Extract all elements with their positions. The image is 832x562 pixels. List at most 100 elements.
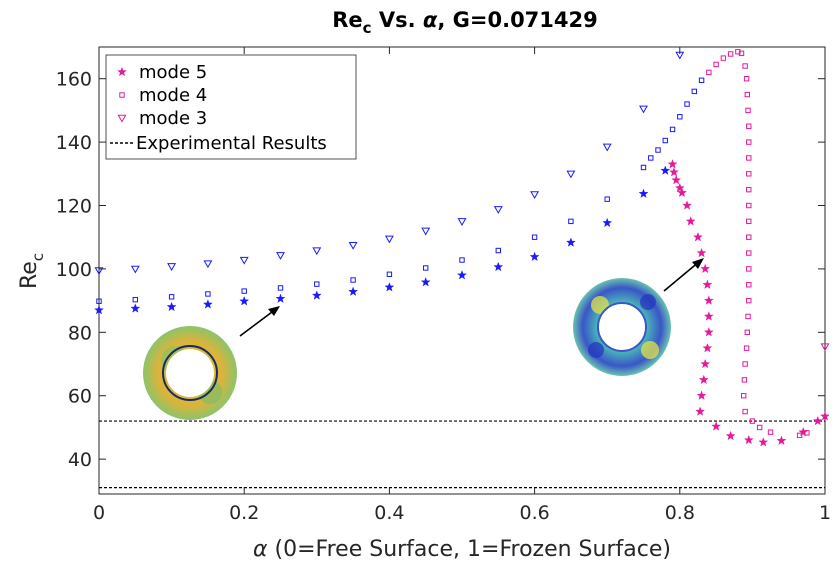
data-point-square <box>746 297 752 304</box>
data-point-star <box>275 293 286 303</box>
data-point-star <box>682 200 692 210</box>
data-point-triangle-down <box>130 265 140 274</box>
data-point-star <box>94 304 104 315</box>
data-point-square <box>746 202 752 209</box>
data-point-square <box>727 51 734 57</box>
data-point-square <box>132 296 139 303</box>
data-point-star <box>202 299 213 309</box>
data-point-square <box>423 265 429 271</box>
data-point-star <box>638 188 649 198</box>
data-point-square <box>742 361 748 367</box>
data-point-star <box>696 390 707 400</box>
inset-ring-edge <box>162 345 218 401</box>
data-point-star <box>667 159 678 169</box>
inset-arrow-line <box>663 260 701 292</box>
data-point-square <box>698 77 705 83</box>
data-point-triangle-down <box>820 343 830 352</box>
data-point-star <box>239 296 250 306</box>
data-point-square <box>604 196 610 202</box>
data-point-triangle-down <box>639 105 648 114</box>
arrowhead-icon <box>268 306 280 316</box>
data-point-square <box>648 155 654 161</box>
data-point-square <box>662 137 668 144</box>
data-point-square <box>749 418 756 424</box>
data-point-square <box>796 432 803 439</box>
data-point-square <box>677 114 683 120</box>
legend: mode 5 mode 4 mode 3 Experimental Result… <box>105 54 357 160</box>
y-tick-label: 140 <box>56 132 92 154</box>
data-point-star <box>695 406 706 416</box>
legend-star-icon <box>117 66 127 77</box>
data-point-square <box>168 294 175 300</box>
data-point-star <box>669 167 679 177</box>
legend-square-icon <box>119 92 125 98</box>
reference-lines <box>99 420 825 489</box>
legend-entry-mode4: mode 4 <box>119 85 207 106</box>
data-point-star <box>743 434 754 445</box>
data-point-square <box>756 424 763 431</box>
x-tick-label: 1 <box>819 502 831 524</box>
data-point-square <box>746 234 752 240</box>
data-point-triangle-down <box>566 170 576 179</box>
legend-triangle-icon <box>117 114 127 123</box>
data-point-triangle-down <box>384 235 394 244</box>
legend-box <box>105 54 357 160</box>
data-point-square <box>804 430 810 436</box>
data-point-square <box>746 282 752 288</box>
data-point-square <box>746 218 752 225</box>
data-point-star <box>758 437 769 447</box>
data-point-triangle-down <box>602 143 612 152</box>
data-point-star <box>674 182 685 193</box>
data-point-square <box>746 250 752 256</box>
chart-title: Rec Vs. α, G=0.071429 <box>332 8 598 37</box>
data-point-square <box>495 247 502 254</box>
data-point-star <box>529 251 540 262</box>
data-point-square <box>205 291 211 297</box>
data-point-star <box>671 174 682 185</box>
y-tick-label: 100 <box>56 259 92 281</box>
data-point-star <box>677 187 687 198</box>
data-point-star <box>725 430 736 441</box>
data-point-star <box>420 277 431 287</box>
data-point-square <box>746 171 752 177</box>
data-point-square <box>691 88 698 95</box>
data-point-star <box>130 303 141 313</box>
inset-ring-hole <box>166 349 214 397</box>
data-point-star <box>812 415 823 426</box>
data-point-square <box>277 285 284 291</box>
data-point-star <box>703 311 714 321</box>
data-point-square <box>744 329 751 336</box>
legend-entry-mode3: mode 3 <box>117 108 207 129</box>
data-point-square <box>241 288 247 294</box>
data-point-square <box>531 234 538 240</box>
data-point-square <box>746 139 752 145</box>
data-point-triangle-down <box>675 51 685 60</box>
data-point-star <box>702 279 713 289</box>
data-point-triangle-down <box>167 263 177 271</box>
data-point-square <box>684 101 690 107</box>
data-point-triangle-down <box>493 206 503 214</box>
data-point-square <box>743 345 750 351</box>
inset-ring-high <box>573 258 704 376</box>
data-point-square <box>640 164 647 171</box>
data-point-star <box>700 263 711 274</box>
inset-arrow-line <box>239 308 277 337</box>
data-point-square <box>742 63 748 69</box>
inset-ring-patch <box>588 342 604 358</box>
data-point-square <box>655 147 661 153</box>
data-point-star <box>703 327 714 337</box>
inset-ring-patch <box>640 294 656 310</box>
data-point-star <box>384 282 395 292</box>
legend-entry-mode5: mode 5 <box>117 62 207 83</box>
data-point-triangle-down <box>421 227 431 236</box>
data-point-square <box>741 377 748 383</box>
plot-area-frame <box>98 46 826 495</box>
y-tick-label: 120 <box>56 196 92 218</box>
data-point-square <box>746 186 752 193</box>
legend-entry-experimental: Experimental Results <box>110 133 327 154</box>
y-axis-label: Rec <box>17 253 47 289</box>
data-point-square <box>568 218 574 225</box>
data-point-triangle-down <box>457 218 467 226</box>
legend-marker <box>117 66 127 77</box>
